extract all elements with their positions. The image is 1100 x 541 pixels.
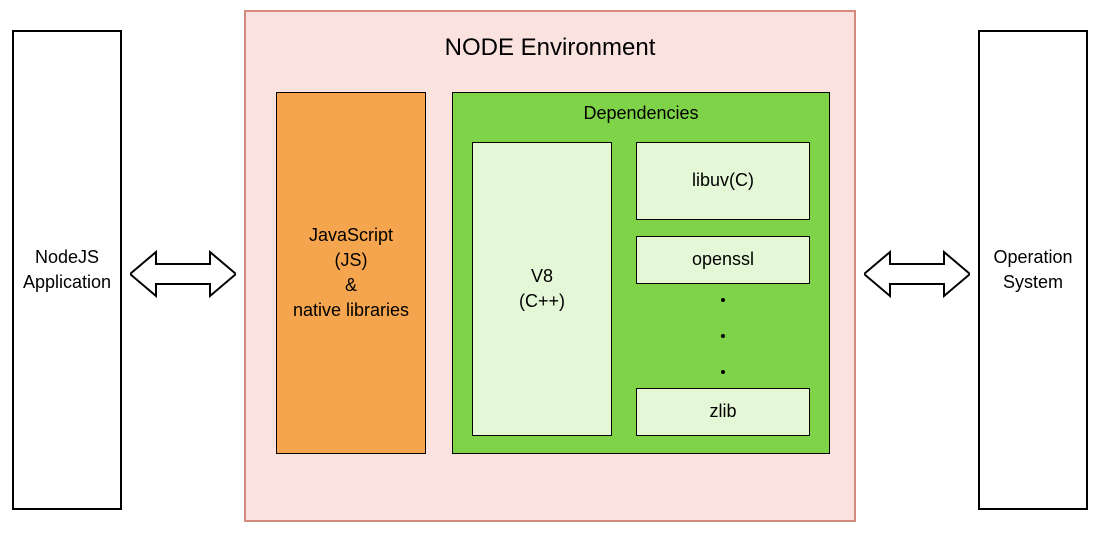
operation-system-box: Operation System (978, 30, 1088, 510)
diagram-canvas: NODE Environment JavaScript (JS) & nativ… (0, 0, 1100, 541)
operation-system-label: Operation System (993, 245, 1072, 295)
v8-label: V8 (C++) (519, 264, 565, 314)
libuv-label: libuv(C) (692, 168, 754, 193)
double-arrow-right-icon (864, 248, 970, 300)
dependencies-title: Dependencies (453, 103, 829, 124)
zlib-box: zlib (636, 388, 810, 436)
nodejs-application-label: NodeJS Application (23, 245, 111, 295)
zlib-label: zlib (709, 399, 736, 424)
javascript-native-libs-box: JavaScript (JS) & native libraries (276, 92, 426, 454)
openssl-label: openssl (692, 247, 754, 272)
double-arrow-left-icon (130, 248, 236, 300)
nodejs-application-box: NodeJS Application (12, 30, 122, 510)
openssl-box: openssl (636, 236, 810, 284)
libuv-box: libuv(C) (636, 142, 810, 220)
v8-box: V8 (C++) (472, 142, 612, 436)
node-environment-title: NODE Environment (246, 34, 854, 62)
ellipsis-icon (720, 298, 726, 374)
javascript-native-libs-label: JavaScript (JS) & native libraries (293, 223, 409, 324)
